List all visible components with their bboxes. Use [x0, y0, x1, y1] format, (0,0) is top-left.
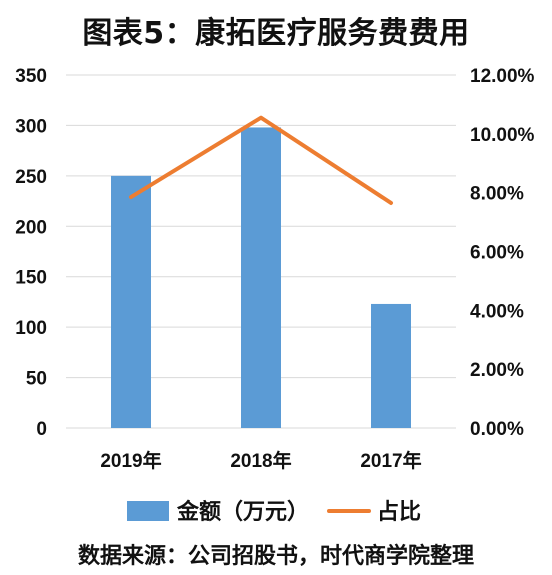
chart-title: 图表5：康拓医疗服务费费用 — [82, 16, 470, 51]
x-category-label: 2019年 — [100, 449, 161, 472]
line-ratio-point — [259, 116, 263, 120]
legend-bar-label: 金额（万元） — [176, 499, 309, 524]
bar-amount — [111, 175, 151, 428]
y-right-tick-label: 8.00% — [470, 184, 524, 205]
line-ratio-point — [129, 195, 133, 199]
data-source-note: 数据来源：公司招股书，时代商学院整理 — [77, 544, 474, 569]
y-right-tick-label: 10.00% — [470, 125, 535, 146]
y-left-tick-label: 200 — [15, 217, 47, 238]
x-category-label: 2018年 — [230, 449, 291, 472]
y-left-tick-label: 0 — [36, 419, 47, 440]
y-left-tick-label: 50 — [26, 369, 47, 390]
y-left-tick-label: 100 — [15, 318, 47, 339]
legend-line-label: 占比 — [377, 499, 421, 524]
bar-amount — [371, 303, 411, 428]
y-left-tick-label: 250 — [15, 167, 47, 188]
y-left-tick-label: 300 — [15, 116, 47, 137]
line-ratio-point — [389, 201, 393, 205]
y-left-tick-label: 350 — [15, 66, 47, 87]
y-right-tick-label: 0.00% — [470, 419, 524, 440]
y-right-tick-label: 12.00% — [470, 66, 535, 87]
bar-amount — [241, 127, 281, 429]
y-right-tick-label: 2.00% — [470, 360, 524, 381]
y-right-tick-label: 6.00% — [470, 243, 524, 264]
y-left-tick-label: 150 — [15, 268, 47, 289]
legend-bar-swatch — [127, 501, 169, 521]
y-right-tick-label: 4.00% — [470, 301, 524, 322]
x-category-label: 2017年 — [360, 449, 421, 472]
